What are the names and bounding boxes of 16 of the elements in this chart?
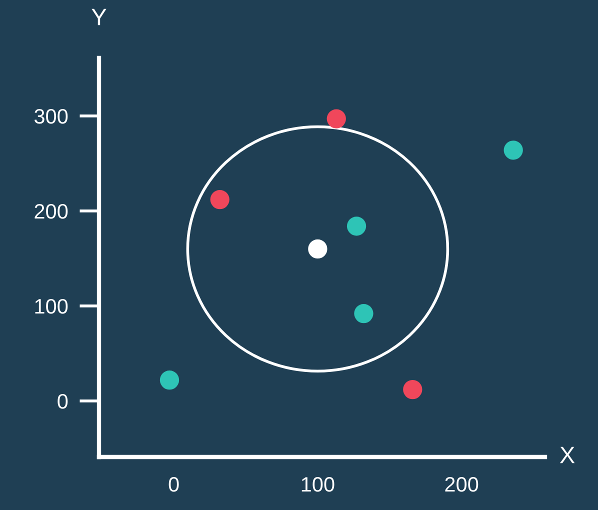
point bbox=[403, 380, 422, 400]
point bbox=[346, 216, 366, 236]
point bbox=[326, 109, 346, 128]
x-axis-title: X bbox=[560, 446, 575, 464]
y-tick-label: 0 bbox=[58, 394, 68, 409]
x-tick-label: 200 bbox=[445, 476, 478, 492]
y-tick-label: 100 bbox=[35, 298, 68, 314]
point bbox=[354, 304, 374, 324]
x-tick-label: 100 bbox=[302, 476, 334, 492]
y-tick-label: 200 bbox=[34, 204, 68, 219]
y-axis-title: Y bbox=[92, 8, 106, 26]
y-tick-label: 300 bbox=[34, 108, 68, 124]
x-tick-label: 0 bbox=[168, 476, 179, 492]
point bbox=[160, 370, 180, 390]
point bbox=[210, 190, 230, 210]
point bbox=[504, 140, 523, 160]
